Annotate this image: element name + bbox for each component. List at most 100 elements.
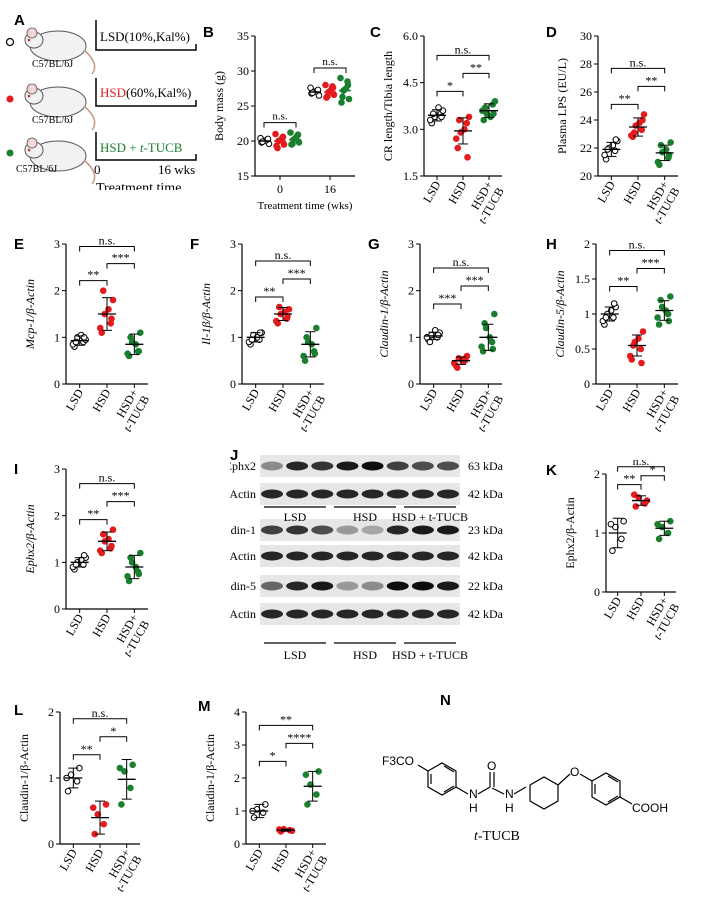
- group-hsd-label: HSD(60%,Kal%): [100, 85, 191, 100]
- blot-band: [361, 581, 384, 591]
- significance-label: n.s.: [629, 238, 646, 252]
- blot-band: [437, 525, 459, 535]
- y-tick-label: 0: [230, 377, 236, 391]
- data-point: [116, 764, 124, 772]
- y-tick-label: 0: [594, 585, 600, 599]
- blot-band: [361, 489, 384, 499]
- significance-bracket: [436, 90, 464, 97]
- data-point: [610, 314, 617, 321]
- data-point: [655, 321, 663, 328]
- y-tick-label: 1: [54, 555, 60, 569]
- y-axis-label: Body mass (g): [215, 71, 226, 141]
- significance-bracket: [258, 724, 314, 731]
- x-tick-label: LSD: [417, 386, 441, 413]
- x-tick-label: HSD: [268, 846, 292, 874]
- blot-band: [361, 525, 384, 535]
- data-point: [73, 778, 81, 785]
- y-tick-label: 1.5: [575, 272, 590, 286]
- significance-label: ***: [642, 256, 660, 270]
- blot-band: [411, 551, 434, 561]
- y-tick-label: 20: [237, 134, 249, 148]
- tucb-marker-icon: [6, 149, 14, 157]
- panel-j: J 63 kDa Ephx2 42 kDa β-Actin 23 kDa Claudin-…: [230, 445, 550, 670]
- data-point: [665, 151, 673, 159]
- y-tick-label: 4.5: [403, 76, 418, 90]
- data-point: [344, 81, 352, 89]
- strain-label: C57BL/6J: [16, 164, 57, 175]
- blot-strip: [260, 519, 460, 541]
- y-tick-label: 4: [234, 705, 240, 719]
- y-tick-label: 2: [584, 237, 590, 251]
- x-tick-label: LSD: [242, 846, 266, 873]
- significance-bracket: [610, 103, 639, 110]
- panel-label: C: [370, 24, 381, 41]
- significance-label: n.s.: [272, 111, 288, 123]
- blot-band: [261, 461, 283, 471]
- data-point: [127, 784, 134, 792]
- group-label: HSD: [353, 510, 377, 524]
- significance-bracket: [79, 483, 135, 489]
- panel-label: J: [230, 447, 239, 464]
- blot-band: [336, 551, 359, 561]
- y-tick-label: 1: [230, 330, 236, 344]
- data-point: [339, 93, 346, 101]
- protein-label: Claudin-1: [230, 523, 256, 537]
- panel-label: L: [14, 702, 24, 719]
- data-point: [657, 296, 664, 304]
- significance-bracket: [79, 246, 135, 252]
- panel-c: C 1.5 3.0 4.5 6.0 CR length/Tibia length LSD HS…: [370, 22, 522, 232]
- data-point: [426, 116, 434, 124]
- significance-bracket: [636, 268, 665, 274]
- y-tick-label: 0: [234, 837, 240, 851]
- panel-label: B: [203, 24, 214, 41]
- significance-label: **: [81, 742, 93, 756]
- significance-label: **: [280, 712, 292, 726]
- y-tick-label: 22: [580, 141, 592, 155]
- x-tick-label: HSD: [89, 386, 113, 414]
- x-tick-label: LSD: [601, 594, 625, 621]
- data-point: [612, 136, 620, 143]
- blot-band: [311, 581, 334, 591]
- significance-bracket: [640, 475, 665, 481]
- f3co-label: F3CO: [382, 754, 414, 768]
- kda-label: 42 kDa: [468, 607, 504, 621]
- significance-label: n.s.: [99, 234, 116, 248]
- data-point: [118, 801, 125, 808]
- panel-label: N: [440, 692, 451, 709]
- blot-band: [411, 489, 434, 499]
- y-tick-label: 1.5: [403, 169, 418, 183]
- blot-band: [411, 609, 434, 619]
- panel-f: F 0 1 2 3 Il-1β/β-Actin LSD HSD HSD+t-TUCB ** *** n…: [190, 230, 355, 440]
- n1-label: N: [469, 787, 478, 801]
- blot-band: [261, 525, 283, 535]
- significance-bracket: [72, 754, 101, 760]
- kda-label: 42 kDa: [468, 487, 504, 501]
- significance-bracket: [617, 466, 665, 472]
- y-tick-label: 3: [230, 237, 236, 251]
- data-point: [99, 287, 107, 294]
- data-point: [302, 771, 310, 778]
- data-point: [632, 503, 640, 510]
- blot-band: [311, 551, 334, 561]
- y-tick-label: 1: [48, 771, 54, 785]
- blot-strip: [260, 603, 460, 625]
- blot-band: [336, 461, 359, 471]
- group-label: LSD: [284, 648, 307, 662]
- data-point: [464, 154, 471, 161]
- data-point: [640, 111, 648, 118]
- blot-band: [336, 489, 359, 499]
- blot-band: [261, 609, 283, 619]
- cooh-label: COOH: [632, 801, 668, 815]
- blot-band: [336, 609, 359, 619]
- scatter-plot: 15 20 25 30 35 Body mass (g) 0 n.s. 16 n.s. Treatm…: [215, 29, 355, 212]
- x-tick-label: LSD: [239, 386, 263, 413]
- panel-l: L 0 1 2 Claudin-1/β-Actin LSD HSD HSD+t-TUCB ** *…: [14, 698, 164, 903]
- significance-label: n.s.: [99, 471, 116, 485]
- ether-o-label: O: [570, 765, 579, 779]
- group-label: HSD: [353, 648, 377, 662]
- significance-label: **: [263, 284, 275, 298]
- x-tick-label: LSD: [63, 386, 87, 413]
